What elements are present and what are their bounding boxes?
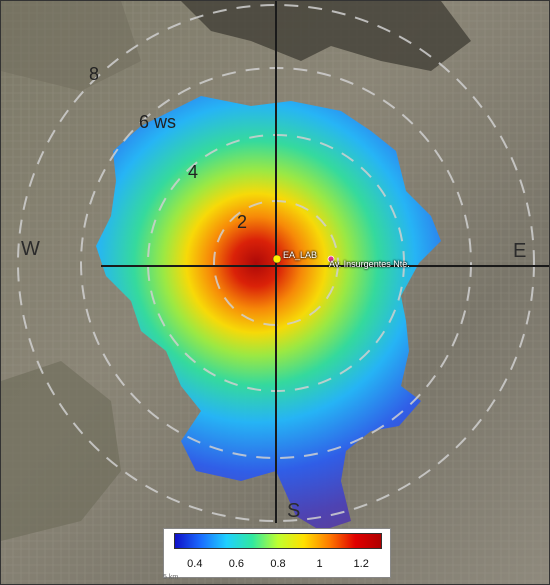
site-label-insurgentes: Av. Insurgentes Nte. — [329, 259, 410, 269]
ring-label-8: 8 — [89, 64, 100, 84]
ring-label-6-ws: 6 ws — [139, 112, 177, 132]
hills-northwest — [1, 1, 141, 91]
colorbar-legend: 0.4 0.6 0.8 1 1.2 — [163, 528, 391, 578]
scale-bar-label: 5 km — [163, 574, 179, 581]
site-marker-insurgentes — [327, 255, 335, 263]
colorbar-tick: 0.4 — [187, 558, 203, 570]
concentration-heatmap — [96, 96, 441, 531]
site-marker-ea-lab — [272, 254, 282, 264]
colorbar-tick: 0.6 — [228, 558, 245, 570]
colorbar-tick: 1.2 — [353, 558, 369, 570]
direction-west-label: W — [21, 238, 40, 260]
hills-southwest — [1, 361, 121, 541]
site-label-ea-lab: EA_LAB — [283, 250, 318, 260]
colorbar-tick: 1 — [316, 558, 323, 570]
range-ring-8 — [17, 4, 535, 522]
colorbar-tick: 0.8 — [270, 558, 286, 570]
colorbar-gradient — [174, 533, 382, 549]
mountain-shadow — [181, 1, 471, 71]
direction-east-label: E — [513, 240, 527, 262]
direction-south-label: S — [287, 500, 301, 522]
ring-label-2: 2 — [237, 212, 248, 232]
ring-label-4: 4 — [188, 162, 199, 182]
